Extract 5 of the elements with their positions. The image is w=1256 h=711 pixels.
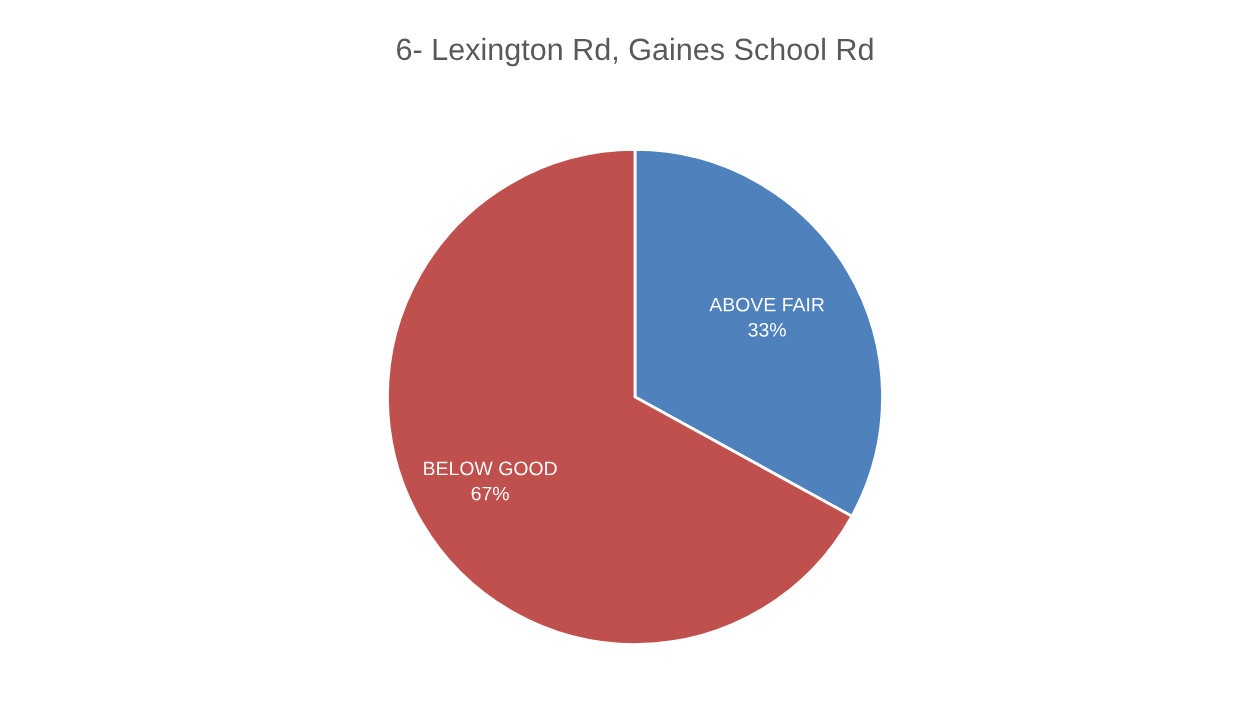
chart-title: 6- Lexington Rd, Gaines School Rd [397, 37, 873, 67]
slice-label: BELOW GOOD [424, 461, 557, 476]
data-label: 67% [471, 486, 509, 501]
slice-label: ABOVE FAIR [709, 297, 824, 312]
data-label: 33% [748, 322, 786, 337]
